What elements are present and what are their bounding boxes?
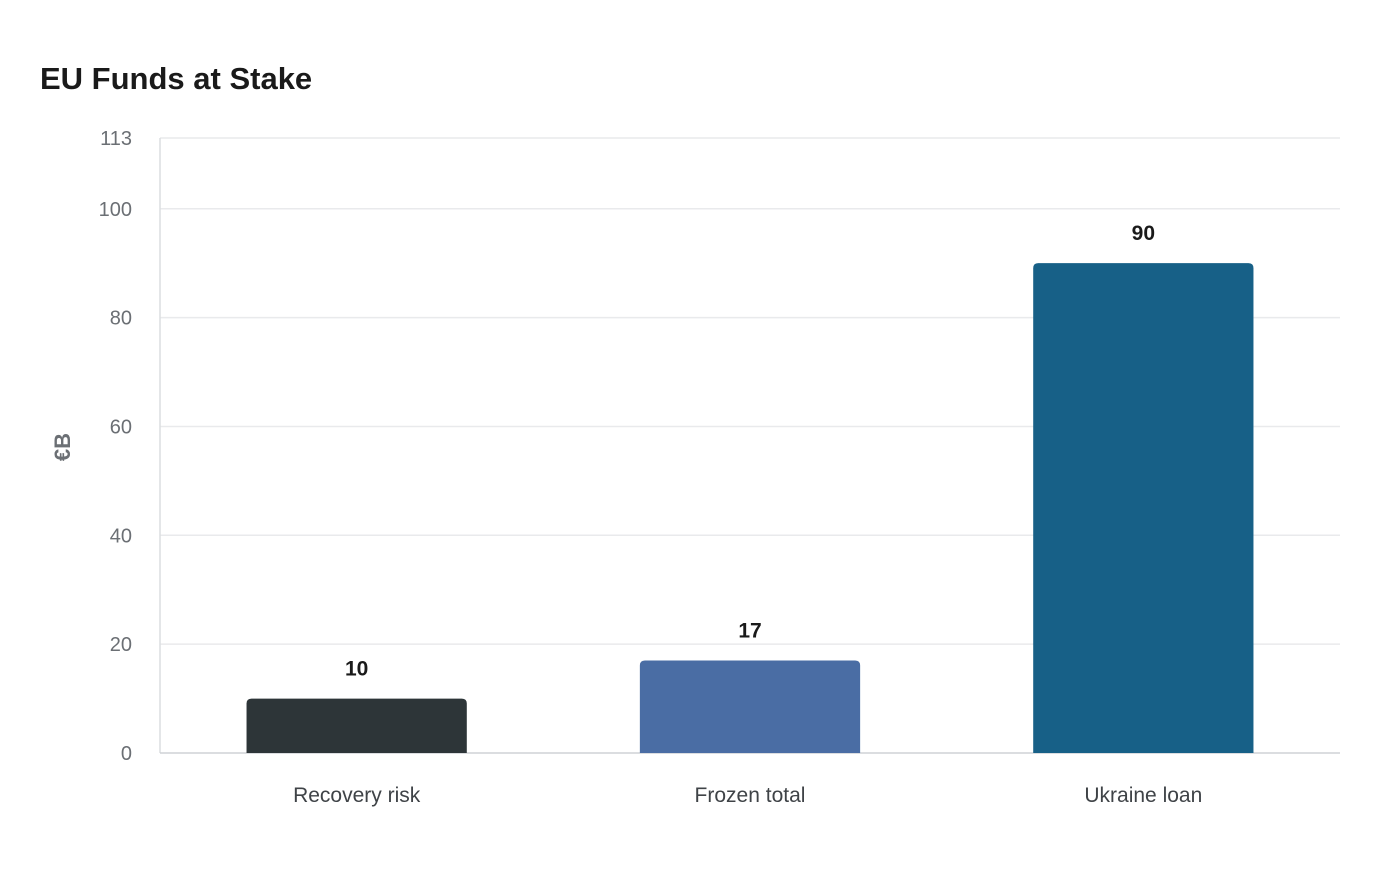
y-tick-label: 0 (121, 743, 132, 765)
y-tick-label: 100 (99, 199, 132, 221)
y-tick-label: 20 (110, 634, 132, 656)
y-tick-label: 113 (100, 128, 132, 150)
chart-title: EU Funds at Stake (40, 61, 313, 96)
gridlines (160, 137, 1340, 645)
x-tick-label: Ukraine loan (1084, 784, 1202, 807)
bar (639, 660, 861, 753)
value-labels: 10 17 90 (345, 222, 1155, 680)
data-label: 10 (345, 658, 368, 681)
y-axis-title: €B (50, 433, 75, 461)
data-label: 90 (1132, 222, 1155, 245)
data-label: 17 (738, 619, 761, 642)
bars (246, 263, 1254, 753)
bar (1033, 263, 1254, 753)
category-labels: Recovery risk Frozen total Ukraine loan (293, 784, 1202, 807)
y-tick-label: 80 (110, 308, 132, 330)
y-tick-label: 40 (110, 525, 132, 547)
x-tick-label: Frozen total (695, 784, 806, 807)
y-tick-label: 60 (110, 416, 132, 438)
x-tick-label: Recovery risk (293, 784, 421, 807)
bar (246, 698, 467, 753)
y-tick-labels: 0 20 40 60 80 100 113 (99, 128, 132, 765)
